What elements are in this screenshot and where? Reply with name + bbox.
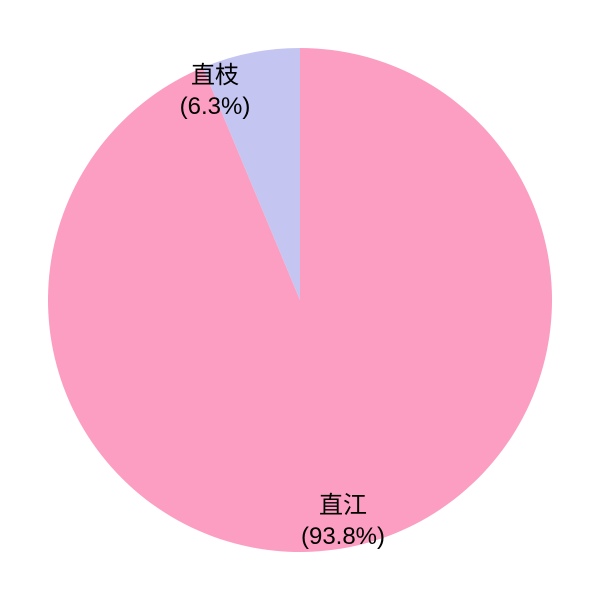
slice-label-0: 直枝 (6.3%) [180,60,251,122]
pie-slice-1 [48,48,552,552]
slice-name-1: 直江 [301,490,385,521]
slice-pct-1: (93.8%) [301,521,385,552]
slice-name-0: 直枝 [180,60,251,91]
slice-label-1: 直江 (93.8%) [301,490,385,552]
slice-pct-0: (6.3%) [180,91,251,122]
